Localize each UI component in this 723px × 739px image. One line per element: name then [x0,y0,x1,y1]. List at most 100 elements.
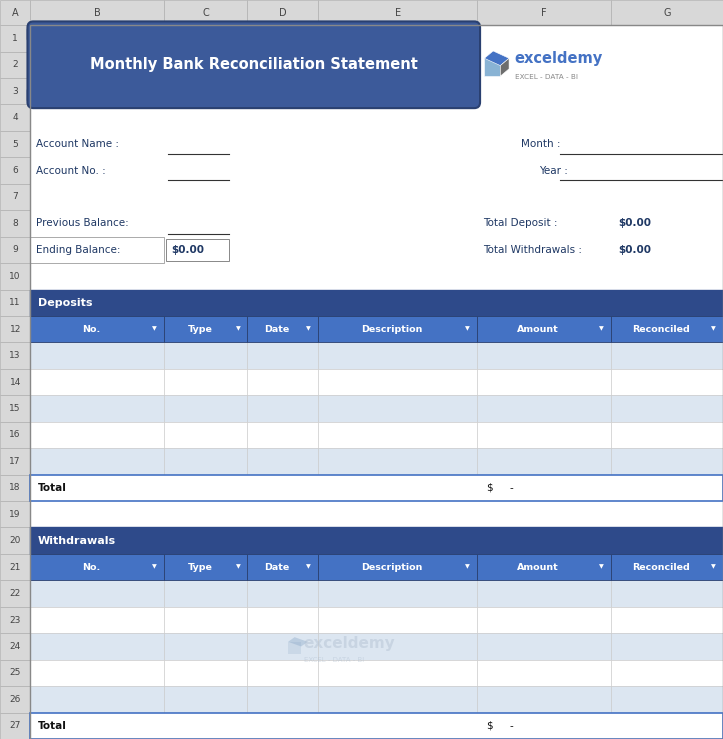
Bar [0,369,30,395]
Bar [164,607,247,633]
Text: 26: 26 [9,695,21,704]
Text: 15: 15 [9,404,21,413]
Bar [611,422,723,448]
FancyBboxPatch shape [27,21,480,108]
Bar [164,395,247,422]
Bar [30,474,723,501]
Bar [318,422,477,448]
Text: EXCEL - DATA - BI: EXCEL - DATA - BI [515,74,578,80]
Bar [0,686,30,712]
Bar [477,422,611,448]
Bar [318,607,477,633]
Text: 8: 8 [12,219,18,228]
Bar [164,686,247,712]
Text: 10: 10 [9,272,21,281]
FancyBboxPatch shape [27,88,47,102]
Bar [611,0,723,25]
Text: Amount: Amount [518,562,559,572]
FancyBboxPatch shape [288,641,301,655]
Text: $0.00: $0.00 [618,245,651,255]
Bar [247,0,318,25]
Bar [0,554,30,580]
Bar [30,554,164,580]
FancyBboxPatch shape [461,88,481,102]
Bar [477,448,611,474]
Bar [0,210,30,236]
Bar [611,448,723,474]
Text: 17: 17 [9,457,21,466]
Bar [0,395,30,422]
Bar [30,290,723,316]
Text: ▼: ▼ [153,327,157,332]
Text: $: $ [486,483,492,493]
Bar [164,369,247,395]
Bar [611,369,723,395]
Bar [0,290,30,316]
Bar [0,316,30,342]
Bar [0,0,30,25]
Bar [318,448,477,474]
Bar [247,342,318,369]
Bar [164,633,247,660]
Bar [247,686,318,712]
Bar [30,236,164,263]
Bar [247,580,318,607]
Bar [318,633,477,660]
Text: 5: 5 [12,140,18,149]
FancyBboxPatch shape [27,27,47,41]
Bar [30,422,164,448]
Bar [30,607,164,633]
Bar [318,342,477,369]
Text: ▼: ▼ [236,565,240,570]
Bar [611,316,723,342]
Bar [164,660,247,686]
Bar [30,448,164,474]
Text: Type: Type [187,324,213,334]
Bar [611,607,723,633]
Bar [0,25,30,52]
Text: 21: 21 [9,562,21,572]
Text: Previous Balance:: Previous Balance: [36,219,129,228]
Text: 3: 3 [12,86,18,96]
Text: 2: 2 [12,61,18,69]
Bar [477,369,611,395]
Text: 9: 9 [12,245,18,254]
Bar [166,239,229,261]
Text: 1: 1 [12,34,18,43]
Text: Type: Type [187,562,213,572]
Text: ▼: ▼ [236,327,240,332]
Bar [30,369,164,395]
Bar [318,316,477,342]
Bar [247,316,318,342]
Text: 6: 6 [12,166,18,175]
Text: Total Deposit :: Total Deposit : [483,219,557,228]
Bar [0,501,30,528]
Text: D: D [279,7,286,18]
Text: ▼: ▼ [307,565,311,570]
Bar [477,580,611,607]
Text: 14: 14 [9,378,21,386]
Bar [318,0,477,25]
Text: ▼: ▼ [153,565,157,570]
Bar [30,712,723,739]
Text: Month :: Month : [521,139,560,149]
Bar [477,554,611,580]
Bar [611,554,723,580]
FancyBboxPatch shape [484,58,500,76]
Text: 4: 4 [12,113,18,122]
Bar [164,342,247,369]
Bar [477,0,611,25]
Bar [0,104,30,131]
Bar [164,448,247,474]
Text: exceldemy: exceldemy [515,52,603,67]
Text: E: E [395,7,401,18]
Bar [318,580,477,607]
Text: 16: 16 [9,430,21,440]
Bar [164,422,247,448]
Bar [164,0,247,25]
Text: ▼: ▼ [599,327,604,332]
Text: Year :: Year : [539,166,568,176]
Bar [247,448,318,474]
Text: No.: No. [82,324,100,334]
Text: Description: Description [362,562,422,572]
